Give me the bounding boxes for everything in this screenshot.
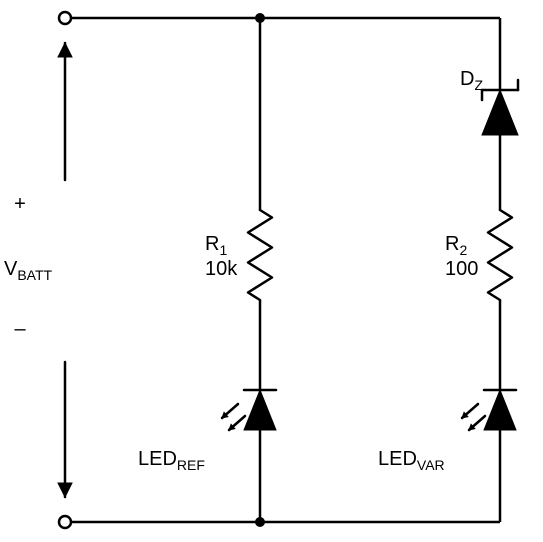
node-top-mid [255,13,265,23]
resistor-r1 [248,210,272,300]
vbatt-label: VBATT [4,258,53,283]
vbatt-arrow-up-head [58,43,72,57]
zener-dz: DZ [460,68,518,135]
node-bot-mid [255,517,265,527]
vbatt-arrow-down-head [58,483,72,497]
minus-label: – [14,318,26,340]
r2-value: 100 [445,258,478,280]
dz-label: DZ [460,68,483,93]
led-var: LEDVAR [378,390,516,473]
r1-value: 10k [205,258,238,280]
r2-label: R2 [445,233,467,258]
plus-label: + [14,193,26,215]
led-var-label: LEDVAR [378,448,445,473]
r1-label: R1 [205,233,227,258]
terminal-bottom [59,516,71,528]
led-ref-label: LEDREF [138,448,205,473]
terminal-top [59,12,71,24]
led-ref: LEDREF [138,390,276,473]
resistor-r2 [488,210,512,300]
